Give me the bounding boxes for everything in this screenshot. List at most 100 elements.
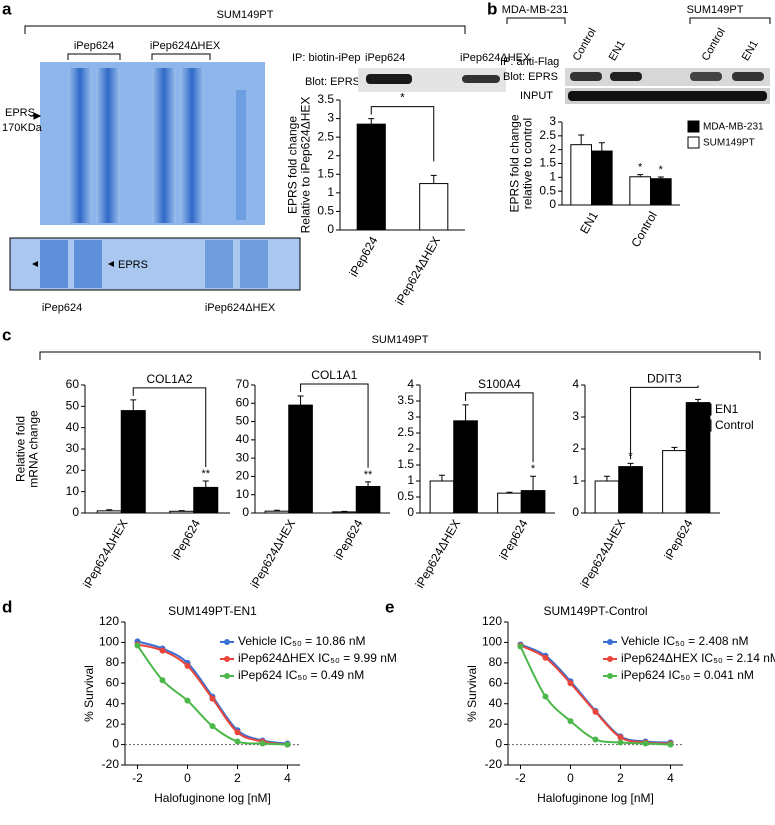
data-point (642, 740, 649, 747)
legend-label: SUM149PT (703, 138, 755, 149)
data-point (517, 643, 524, 650)
error-bar (695, 398, 702, 403)
chart-title: COL1A1 (311, 368, 357, 382)
y-tick-label: 70 (236, 377, 250, 391)
bar (570, 144, 592, 206)
bar (685, 402, 711, 514)
bar (629, 176, 651, 206)
bar (96, 510, 122, 514)
gel-lane (40, 240, 68, 288)
bracket (689, 17, 771, 24)
legend-label: iPep624ΔHEX IC₅₀ = 2.14 nM (621, 651, 775, 665)
legend-marker (224, 673, 230, 679)
y-tick-label: 0.5 (317, 204, 334, 218)
gel-lane (205, 240, 233, 288)
data-point (159, 677, 166, 684)
x-tick-label: iPep624ΔHEX (80, 517, 130, 590)
x-tick-label: iPep624 (496, 517, 530, 562)
error-bar (603, 475, 610, 481)
y-tick-label: 60 (236, 395, 250, 409)
data-point (567, 718, 574, 725)
y-tick-label: 10 (236, 487, 250, 501)
y-tick-label: 2 (572, 441, 579, 455)
bar (288, 404, 313, 514)
bar (193, 486, 219, 514)
annotation: * (400, 91, 405, 105)
chart-title: DDIT3 (647, 372, 682, 386)
error-bar (273, 509, 280, 512)
y-axis-label: EPRS fold change (286, 116, 300, 214)
bar (264, 510, 290, 514)
annotation: * (659, 164, 664, 176)
lane-label: iPep624ΔHEX (460, 52, 531, 64)
y-tick-label: 40 (106, 696, 120, 710)
error-bar (202, 480, 209, 488)
y-tick-label: 3.5 (397, 393, 414, 407)
legend-marker (607, 656, 613, 662)
y-tick-label: 10 (66, 484, 80, 498)
error-bar (637, 174, 644, 177)
blot-label: INPUT (520, 90, 553, 102)
x-tick-label: iPep624ΔHEX (413, 517, 463, 590)
data-point (159, 647, 166, 654)
data-point (234, 738, 241, 745)
data-point (184, 697, 191, 704)
bar (356, 123, 386, 231)
y-tick-label: 1 (549, 170, 556, 184)
error-bar (178, 510, 185, 512)
y-tick-label: 3 (407, 409, 414, 423)
y-tick-label: 3 (549, 114, 556, 128)
y-tick-label: 0.5 (539, 183, 556, 197)
bar (497, 492, 522, 514)
y-tick-label: 20 (489, 716, 503, 730)
marker-label: 170KDa (2, 122, 43, 134)
x-tick-label: iPep624 (661, 517, 695, 562)
data-point (259, 740, 266, 747)
gel-lane (180, 68, 204, 223)
error-bar (506, 491, 513, 494)
x-tick-label: iPep624 (331, 517, 365, 562)
y-axis-label: Relative fold (14, 416, 28, 482)
y-tick-label: 1 (407, 473, 414, 487)
legend-label: Vehicle IC₅₀ = 2.408 nM (621, 634, 749, 648)
y-tick-label: -20 (102, 757, 120, 771)
y-tick-label: 0.5 (397, 489, 414, 503)
marker-label: EPRS (5, 107, 35, 119)
error-bar (430, 174, 437, 184)
lane-label: Control (571, 26, 599, 63)
x-tick-label: -2 (515, 771, 526, 785)
cell-line: SUM149PT (687, 4, 744, 16)
error-bar (106, 509, 113, 511)
bar (520, 490, 546, 514)
gel-lane (152, 68, 176, 223)
bracket (132, 387, 207, 467)
blot-band (690, 72, 722, 81)
gel-ladder (236, 90, 246, 220)
y-tick-label: 20 (236, 469, 250, 483)
x-tick-label: 4 (667, 771, 674, 785)
legend-swatch (687, 120, 700, 133)
y-tick-label: 40 (236, 432, 250, 446)
x-tick-label: 2 (234, 771, 241, 785)
arrow (30, 112, 42, 120)
y-axis-label: % Survival (465, 665, 479, 722)
blot-band (366, 74, 412, 84)
chart-title: SUM149PT-Control (543, 604, 647, 618)
y-tick-label: 80 (106, 655, 120, 669)
data-point (592, 736, 599, 743)
blot-label: Blot: EPRS (305, 76, 360, 88)
y-axis-label: relative to control (521, 118, 535, 209)
legend-label: MDA-MB-231 (703, 122, 764, 133)
x-tick-label: iPep624 (169, 517, 203, 562)
data-point (567, 680, 574, 687)
chart-title: S100A4 (478, 377, 521, 391)
y-tick-label: 2.5 (539, 128, 556, 142)
gel-lane (74, 240, 102, 288)
blot-band (568, 91, 767, 101)
legend-marker (607, 639, 613, 645)
annotation: ** (364, 469, 373, 481)
error-bar (627, 462, 634, 467)
bar (332, 511, 357, 514)
